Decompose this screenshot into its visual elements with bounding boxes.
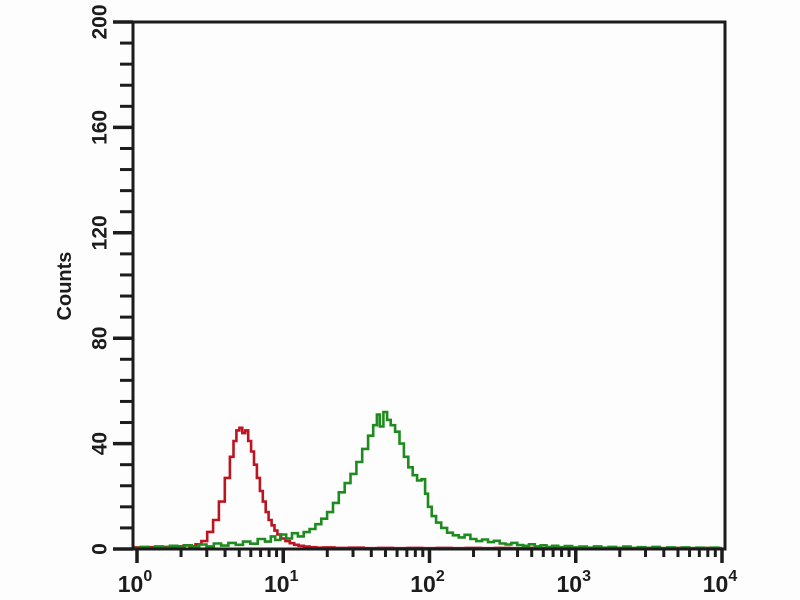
y-axis-tick-labels: 0 40 80 120 160 200 <box>88 4 111 554</box>
y-tick-label: 200 <box>88 4 111 39</box>
y-tick-label: 40 <box>88 432 111 455</box>
y-tick-label: 80 <box>88 327 111 350</box>
y-axis-minor-ticks <box>120 41 133 530</box>
y-tick-label: 160 <box>88 110 111 145</box>
y-axis-major-ticks <box>113 20 133 551</box>
y-tick-label: 0 <box>88 543 111 555</box>
y-tick-label: 120 <box>88 215 111 250</box>
x-tick-label: 100 <box>118 568 153 597</box>
x-tick-label: 102 <box>410 568 445 597</box>
x-tick-label: 103 <box>557 568 592 597</box>
x-tick-label: 101 <box>264 568 299 597</box>
plot-frame <box>131 20 727 551</box>
x-axis-tick-labels: 100 101 102 103 104 <box>118 568 738 597</box>
x-axis-major-ticks <box>135 549 724 563</box>
plot-area-background <box>133 22 725 549</box>
x-tick-label: 104 <box>703 568 738 597</box>
y-axis-title: Counts <box>54 252 76 321</box>
